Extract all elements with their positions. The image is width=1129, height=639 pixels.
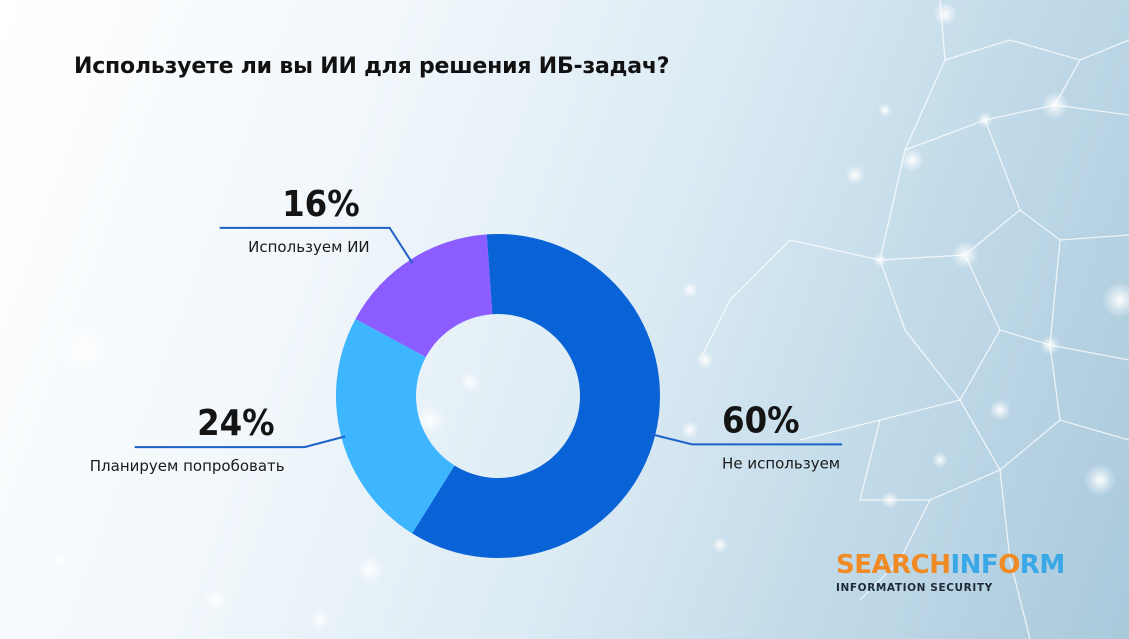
logo-text-rm: RM (1019, 550, 1065, 580)
slice-percent-label-1: 24% (197, 403, 275, 444)
logo-tagline: INFORMATION SECURITY (836, 582, 993, 594)
donut-slice-1 (335, 318, 455, 534)
logo-text-inf: INF (950, 550, 999, 580)
page-title: Используете ли вы ИИ для решения ИБ-зада… (74, 54, 670, 79)
slice-percent-label-0: 60% (722, 400, 800, 441)
slice-category-label-1: Планируем попробовать (90, 457, 285, 475)
slice-category-label-2: Используем ИИ (248, 238, 370, 256)
donut-slice-2 (355, 234, 493, 357)
leader-line-2 (219, 226, 414, 264)
donut-slice-0 (412, 234, 660, 558)
logo-text-o: O (998, 550, 1020, 580)
logo-text-search: SEARCH (836, 550, 951, 580)
slice-percent-label-2: 16% (282, 184, 360, 225)
leader-line-0 (651, 433, 843, 446)
slice-category-label-0: Не используем (722, 454, 840, 472)
searchinform-logo: SEARCHINFORM INFORMATION SECURITY (836, 550, 1065, 594)
leader-line-1 (134, 435, 346, 449)
